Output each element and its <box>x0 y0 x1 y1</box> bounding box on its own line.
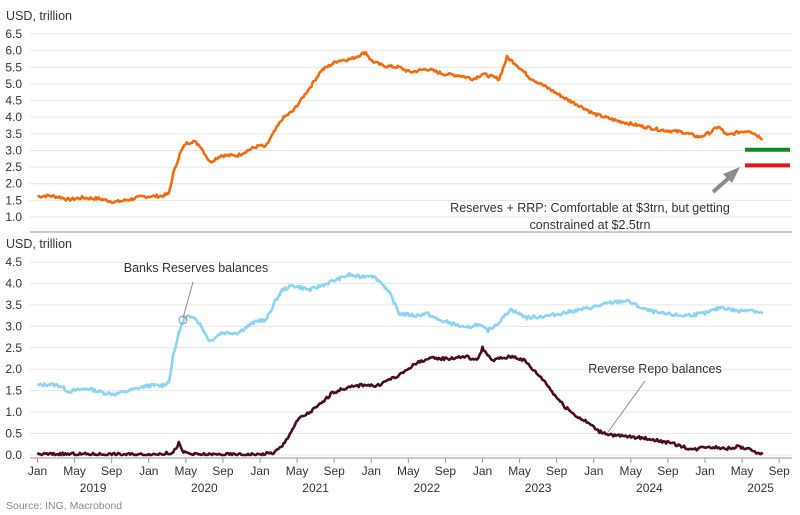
x-year-label: 2022 <box>414 481 441 495</box>
x-month-label: May <box>397 464 420 478</box>
x-year-label: 2021 <box>302 481 329 495</box>
bottom-y-tick-label: 4.0 <box>5 276 22 290</box>
rrp-annotation-leader <box>607 380 646 433</box>
x-month-label: Sep <box>101 464 123 478</box>
top-arrow-group <box>711 167 740 194</box>
top-annotation-line-2: constrained at $2.5trn <box>530 218 651 232</box>
bottom-y-tick-label: 1.0 <box>5 405 22 419</box>
bottom-y-tick-label: 3.5 <box>5 298 22 312</box>
banks-reserves-line <box>37 272 764 397</box>
bottom-y-tick-label: 2.0 <box>5 362 22 376</box>
x-month-label: Sep <box>212 464 234 478</box>
top-threshold-markers <box>745 147 790 168</box>
x-year-label: 2020 <box>191 481 218 495</box>
reserves-plus-rrp-line <box>37 50 764 205</box>
top-gridlines <box>30 33 792 218</box>
x-month-label: Sep <box>323 464 345 478</box>
top-y-tick-label: 4.0 <box>5 110 22 124</box>
x-month-label: Jan <box>250 464 269 478</box>
top-y-tick-label: 2.0 <box>5 177 22 191</box>
bottom-y-tick-label: 0.0 <box>5 448 22 462</box>
top-y-ticks: 1.0 1.5 2.0 2.5 3.0 3.5 4.0 4.5 5.0 5.5 6.0 6.5 <box>5 27 22 224</box>
rrp-annotation-label: Reverse Repo balances <box>588 362 721 376</box>
reserves-annotation-circle-icon <box>178 315 188 325</box>
x-month-label: May <box>286 464 309 478</box>
bottom-y-axis-label: USD, trillion <box>6 237 72 251</box>
bottom-series <box>36 272 764 457</box>
top-y-tick-label: 6.5 <box>5 27 22 41</box>
top-y-tick-label: 4.5 <box>5 94 22 108</box>
x-year-label: 2025 <box>747 481 774 495</box>
reverse-repo-line <box>36 345 764 457</box>
x-month-label: Sep <box>546 464 568 478</box>
x-month-label: May <box>508 464 531 478</box>
top-y-tick-label: 1.5 <box>5 193 22 207</box>
arrow-head-icon <box>723 167 740 183</box>
top-panel: USD, trillion 1.0 1.5 2.0 2.5 3.0 3.5 4.0 4.5 5.… <box>5 9 792 233</box>
x-month-label: Jan <box>362 464 381 478</box>
bottom-y-tick-label: 1.5 <box>5 384 22 398</box>
top-y-tick-label: 3.5 <box>5 127 22 141</box>
x-month-label: Jan <box>28 464 47 478</box>
x-axis-ticks <box>37 458 780 463</box>
x-month-label: Jan <box>473 464 492 478</box>
x-month-label: Jan <box>584 464 603 478</box>
bottom-y-tick-label: 2.5 <box>5 341 22 355</box>
top-y-axis-label: USD, trillion <box>6 9 72 23</box>
x-month-label: May <box>63 464 86 478</box>
x-month-label: May <box>174 464 197 478</box>
x-year-label: 2023 <box>525 481 552 495</box>
x-month-label: Sep <box>768 464 790 478</box>
top-y-tick-label: 5.0 <box>5 77 22 91</box>
top-y-tick-label: 3.0 <box>5 143 22 157</box>
top-y-tick-label: 6.0 <box>5 44 22 58</box>
top-annotation-line-1: Reserves + RRP: Comfortable at $3trn, bu… <box>450 201 730 215</box>
reserves-annotation-leader <box>182 281 194 319</box>
bottom-gridlines <box>30 261 792 456</box>
x-month-label: May <box>619 464 642 478</box>
x-month-label: May <box>731 464 754 478</box>
x-month-label: Jan <box>139 464 158 478</box>
x-axis-year-labels: 2019 2020 2021 2022 2023 2024 2025 <box>80 481 775 495</box>
bottom-y-tick-label: 0.5 <box>5 427 22 441</box>
bottom-y-tick-label: 3.0 <box>5 319 22 333</box>
top-series <box>37 50 764 205</box>
reserves-annotation-label: Banks Reserves balances <box>124 261 269 275</box>
bottom-y-ticks: 0.0 0.5 1.0 1.5 2.0 2.5 3.0 3.5 4.0 4.5 <box>5 255 22 462</box>
bottom-y-tick-label: 4.5 <box>5 255 22 269</box>
x-month-label: Sep <box>657 464 679 478</box>
x-month-label: Jan <box>695 464 714 478</box>
top-y-tick-label: 5.5 <box>5 60 22 74</box>
bottom-panel: USD, trillion 0.0 0.5 1.0 1.5 2.0 2.5 3.0 3.5 4.… <box>5 237 792 495</box>
source-note: Source: ING, Macrobond <box>6 500 122 512</box>
x-year-label: 2019 <box>80 481 107 495</box>
x-month-label: Sep <box>435 464 457 478</box>
top-y-tick-label: 2.5 <box>5 160 22 174</box>
x-axis-month-labels: Jan May Sep Jan May Sep Jan May Sep Jan May Sep Jan M… <box>28 464 790 478</box>
x-year-label: 2024 <box>636 481 663 495</box>
top-y-tick-label: 1.0 <box>5 210 22 224</box>
